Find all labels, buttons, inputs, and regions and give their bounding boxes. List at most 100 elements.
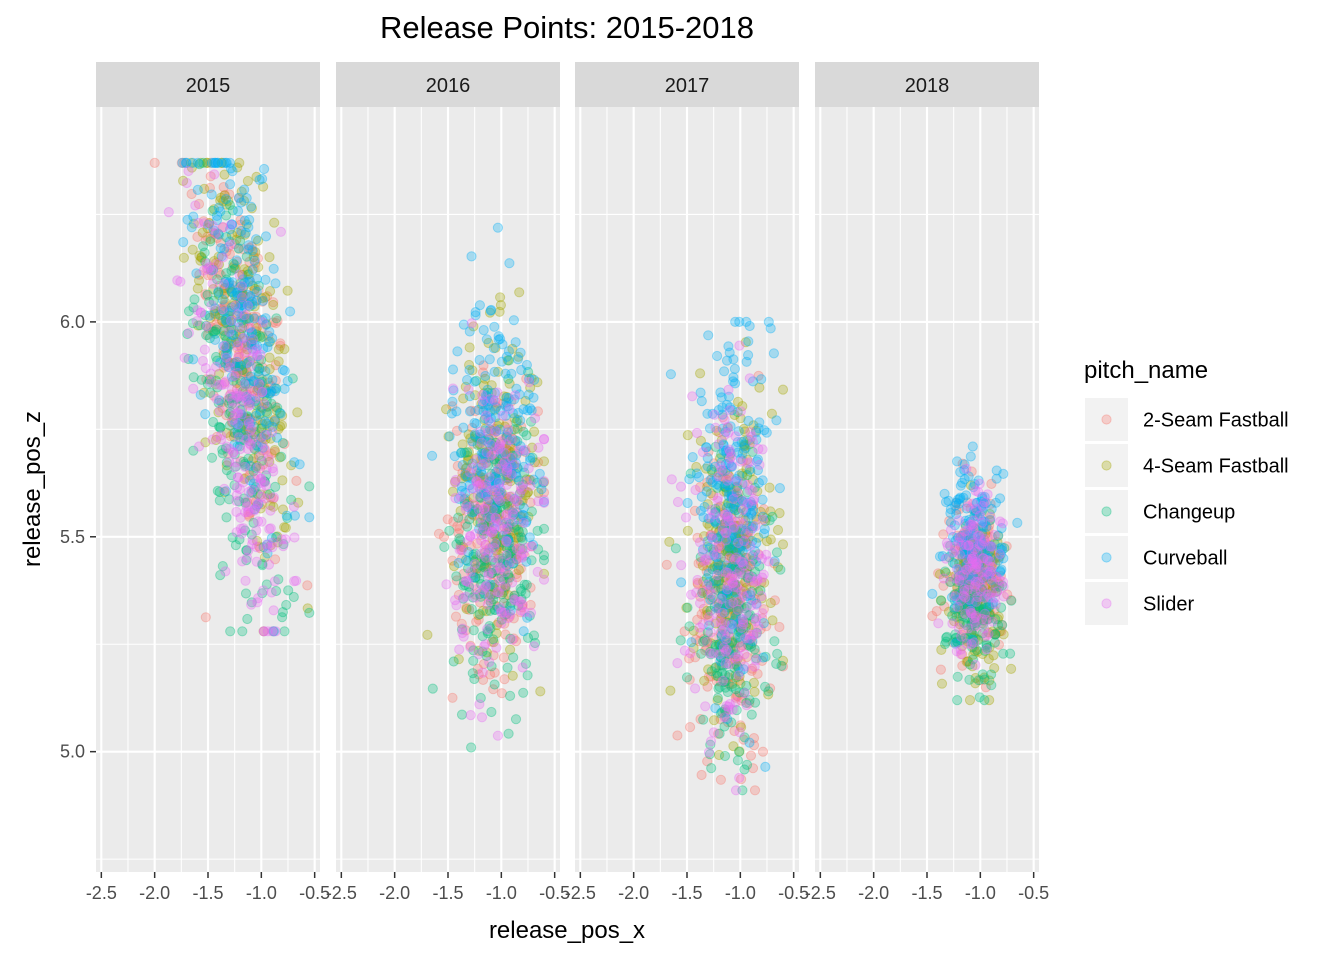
data-point (238, 430, 249, 441)
data-point (465, 566, 476, 577)
data-point (974, 478, 985, 489)
data-point (538, 574, 550, 585)
data-point (262, 626, 273, 637)
data-point (247, 487, 258, 498)
data-point (475, 426, 486, 437)
data-point (215, 206, 226, 217)
data-point (241, 415, 252, 426)
data-point (263, 454, 274, 465)
data-point (703, 568, 714, 579)
data-point (507, 634, 518, 645)
data-point (969, 616, 980, 628)
data-point (708, 727, 719, 738)
data-point (234, 298, 245, 309)
data-point (269, 217, 280, 228)
data-point (234, 157, 245, 168)
data-point (427, 683, 438, 694)
data-point (265, 433, 276, 444)
data-point (257, 296, 268, 307)
data-point (197, 355, 209, 367)
data-point (224, 456, 235, 467)
data-point (706, 763, 717, 774)
data-point (743, 336, 754, 347)
data-point (242, 175, 253, 187)
data-point (456, 709, 468, 720)
data-point (241, 219, 252, 230)
data-point (240, 339, 251, 350)
data-point (266, 386, 277, 397)
data-point (454, 644, 465, 655)
data-point (955, 492, 966, 503)
data-point (240, 386, 251, 397)
data-point (453, 557, 464, 569)
data-point (220, 194, 232, 205)
data-point (265, 380, 276, 391)
data-point (510, 337, 521, 348)
data-point (694, 537, 706, 548)
data-point (239, 350, 250, 361)
data-point (213, 267, 224, 278)
data-point (214, 405, 225, 416)
data-point (447, 383, 459, 394)
data-point (971, 562, 982, 573)
data-point (204, 182, 215, 194)
data-point (264, 456, 275, 468)
data-point (508, 652, 519, 663)
data-point (741, 607, 752, 619)
data-point (273, 424, 284, 435)
data-point (220, 443, 231, 454)
data-point (196, 252, 207, 263)
data-point (208, 390, 219, 401)
data-point (751, 599, 762, 610)
data-point (224, 391, 235, 402)
data-point (221, 354, 232, 365)
data-point (679, 645, 690, 656)
data-point (538, 550, 550, 561)
data-point (705, 627, 717, 638)
data-point (264, 417, 275, 428)
data-point (226, 314, 237, 325)
data-point (242, 613, 253, 625)
data-point (719, 618, 730, 629)
data-point (994, 493, 1006, 504)
data-point (200, 289, 211, 300)
data-point (224, 189, 235, 200)
data-point (763, 316, 774, 327)
data-point (248, 494, 259, 506)
data-point (248, 263, 259, 274)
data-point (493, 477, 504, 488)
data-point (231, 310, 243, 321)
data-point (245, 507, 256, 518)
data-point (464, 326, 475, 337)
data-point (206, 374, 217, 385)
data-point (482, 624, 493, 635)
data-point (528, 641, 540, 652)
data-point (455, 491, 467, 502)
data-point (200, 235, 212, 246)
legend-key-point (1101, 598, 1112, 609)
data-point (533, 496, 544, 507)
data-point (739, 661, 750, 672)
data-point (253, 262, 264, 273)
data-point (935, 664, 947, 675)
data-point (237, 626, 248, 637)
data-point (235, 456, 246, 467)
data-point (271, 313, 282, 324)
data-point (220, 157, 231, 168)
data-point (211, 431, 223, 442)
data-point (234, 269, 245, 280)
data-point (262, 401, 273, 412)
data-point (456, 545, 468, 556)
data-point (266, 448, 277, 459)
data-point (219, 486, 230, 498)
data-point (952, 601, 964, 612)
data-point (237, 283, 248, 294)
data-point (292, 407, 303, 418)
data-point (228, 358, 239, 369)
data-point (209, 326, 220, 337)
data-point (282, 376, 293, 387)
data-point (497, 581, 508, 592)
data-point (270, 554, 281, 565)
data-point (246, 201, 257, 212)
data-point (249, 301, 260, 312)
